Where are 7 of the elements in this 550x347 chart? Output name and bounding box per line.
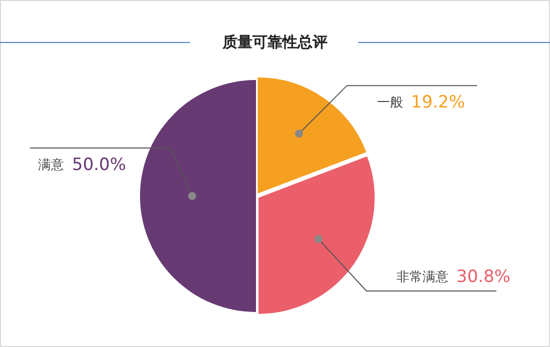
data-label: 19.2%	[411, 92, 466, 113]
data-label: 50.0%	[72, 155, 126, 175]
slice-label: 一般	[377, 96, 403, 111]
data-label: 30.8%	[456, 267, 510, 287]
slice-label: 非常满意	[396, 270, 448, 285]
chart-title: 质量可靠性总评	[214, 33, 336, 51]
slice-label: 满意	[38, 158, 64, 173]
